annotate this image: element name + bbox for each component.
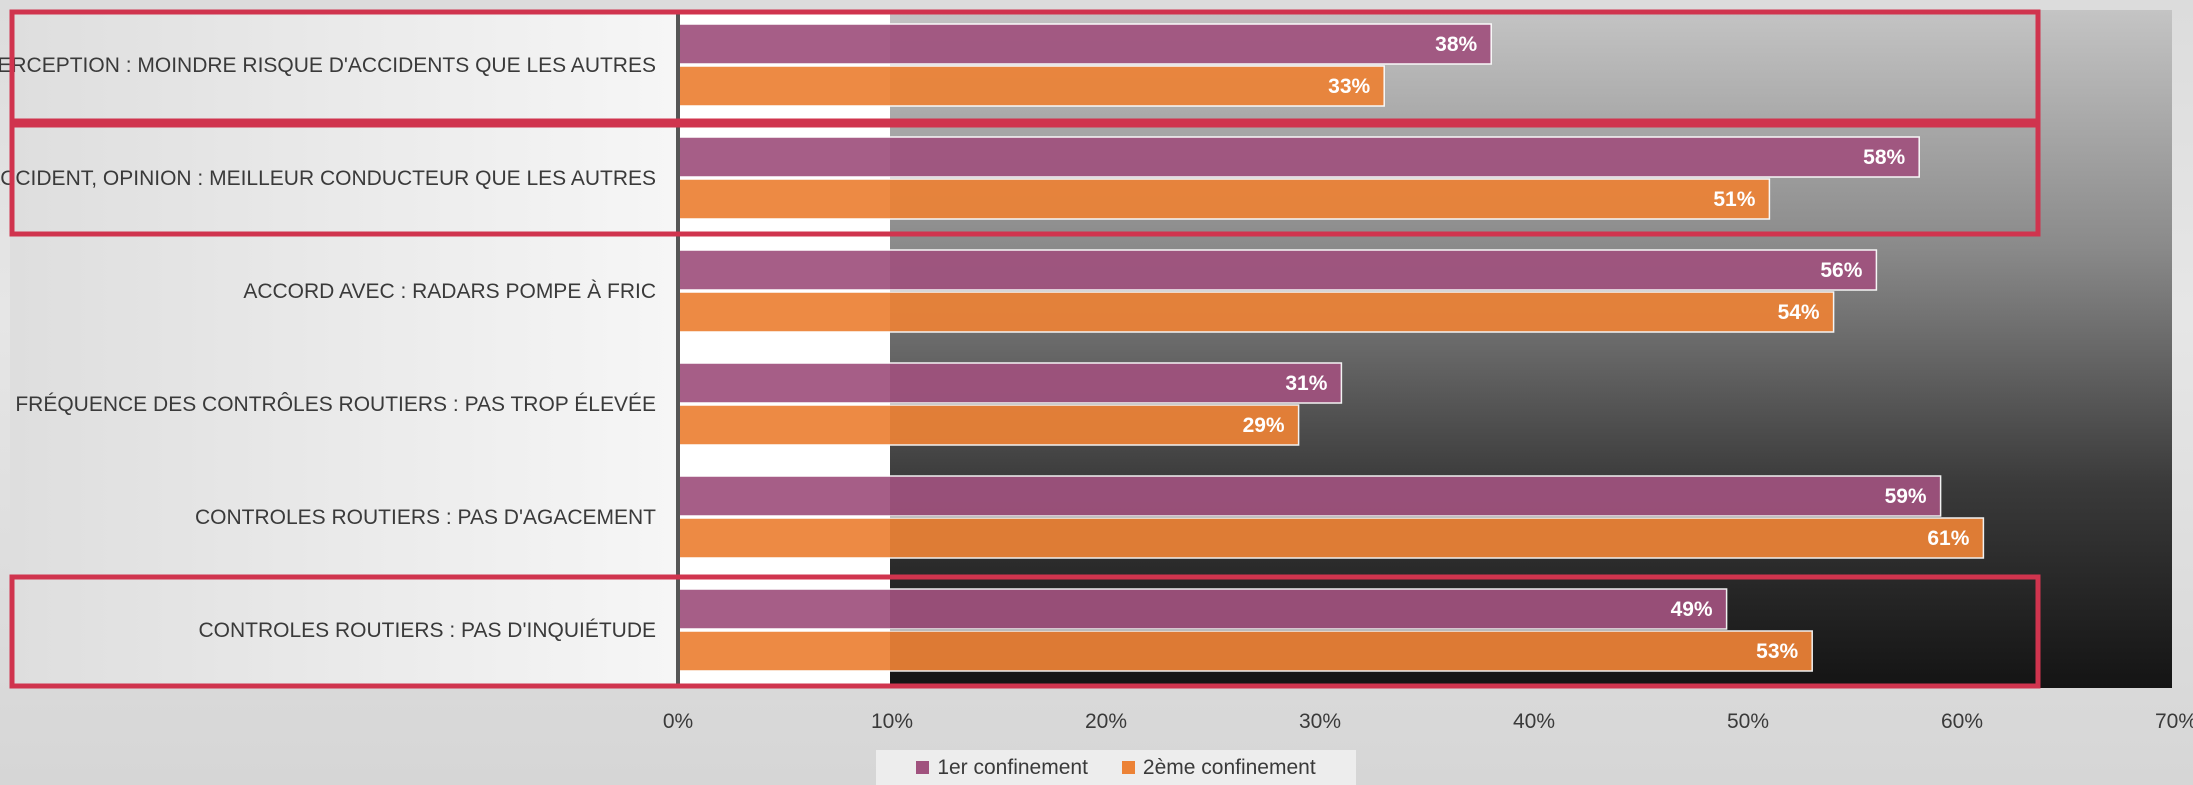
bar-series-1-cat-5 [677, 475, 1942, 517]
value-labels-group: 38% 33% 58% 51% 56%54% 31%29% 59%61% 49% 53% [1243, 33, 1970, 663]
x-tick-label-4: 30% [1299, 710, 1341, 733]
x-tick-label-2: 10% [871, 710, 913, 733]
legend-swatch-series-1 [916, 761, 930, 774]
x-tick-label-7: 60% [1941, 710, 1983, 733]
category-label-5: CONTROLES ROUTIERS : PAS D'AGACEMENT [195, 506, 656, 529]
bar-series-2-cat-5 [677, 517, 1985, 559]
bar-series-1-cat-4 [677, 362, 1343, 404]
legend-item-series-2: 2ème confinement [1121, 755, 1316, 780]
bar-series-2-cat-4 [677, 404, 1300, 446]
bar-series-2-cat-6 [677, 630, 1813, 672]
x-axis-ticks-group: 0% 10% 20% 30% 40% 50% 60% 70% [663, 710, 2193, 733]
label-area-background [10, 10, 678, 688]
plot-background [890, 10, 2172, 688]
bar-series-1-cat-3 [677, 249, 1878, 291]
bar-series-2-cat-3 [677, 291, 1835, 333]
bars-group [677, 23, 1985, 672]
x-tick-label-1: 0% [663, 710, 693, 733]
x-tick-label-8: 70% [2155, 710, 2193, 733]
bar-series-1-cat-6 [677, 588, 1728, 630]
value-label-series-1-cat-1: 38% [1435, 33, 1477, 56]
bar-series-1-cat-1 [677, 23, 1492, 65]
legend-label-series-1: 1er confinement [937, 755, 1088, 779]
category-label-3: ACCORD AVEC : RADARS POMPE À FRIC [243, 280, 656, 303]
legend: 1er confinement 2ème confinement [876, 750, 1356, 785]
bar-series-2-cat-1 [677, 65, 1385, 107]
category-label-1: PERCEPTION : MOINDRE RISQUE D'ACCIDENTS … [0, 54, 656, 77]
plot-background-left [678, 10, 890, 688]
value-label-series-2-cat-5: 61% [1927, 527, 1969, 550]
legend-swatch-series-2 [1121, 761, 1135, 774]
value-label-series-1-cat-2: 58% [1863, 146, 1905, 169]
value-label-series-1-cat-4: 31% [1285, 372, 1327, 395]
category-label-4: FRÉQUENCE DES CONTRÔLES ROUTIERS : PAS T… [15, 393, 656, 416]
category-label-2: ACCIDENT, OPINION : MEILLEUR CONDUCTEUR … [0, 167, 656, 190]
x-tick-label-6: 50% [1727, 710, 1769, 733]
legend-label-series-2: 2ème confinement [1142, 755, 1316, 779]
category-label-6: CONTROLES ROUTIERS : PAS D'INQUIÉTUDE [198, 619, 656, 642]
category-labels-group: PERCEPTION : MOINDRE RISQUE D'ACCIDENTS … [0, 54, 656, 642]
bar-series-1-cat-2 [677, 136, 1920, 178]
value-label-series-2-cat-3: 54% [1778, 301, 1820, 324]
highlight-box-3 [9, 574, 2041, 689]
highlight-box-1 [9, 9, 2041, 124]
value-label-series-2-cat-6: 53% [1756, 640, 1798, 663]
legend-item-series-1: 1er confinement [916, 756, 1088, 780]
highlight-boxes-group [9, 9, 2041, 689]
bar-series-2-cat-2 [677, 178, 1771, 220]
x-tick-label-5: 40% [1513, 710, 1555, 733]
x-tick-label-3: 20% [1085, 710, 1127, 733]
value-label-series-2-cat-4: 29% [1243, 414, 1285, 437]
value-label-series-2-cat-2: 51% [1713, 188, 1755, 211]
value-label-series-1-cat-3: 56% [1820, 259, 1862, 282]
value-label-series-2-cat-1: 33% [1328, 75, 1370, 98]
value-label-series-1-cat-5: 59% [1885, 485, 1927, 508]
value-label-series-1-cat-6: 49% [1671, 598, 1713, 621]
highlight-box-2 [9, 122, 2041, 237]
